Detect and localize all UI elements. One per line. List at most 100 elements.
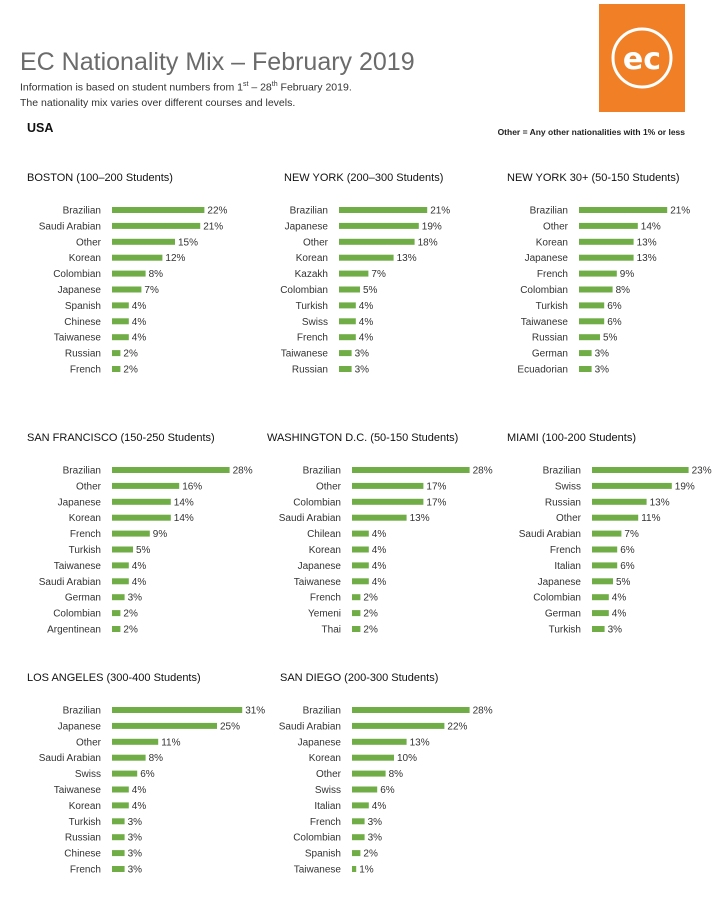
bar-french xyxy=(592,546,618,553)
chart-san-francisco: SAN FRANCISCO (150-250 Students) Brazili… xyxy=(20,432,253,637)
bar-other xyxy=(352,770,386,777)
bar-swiss xyxy=(592,482,672,489)
bar-taiwanese xyxy=(579,318,605,325)
value-label-russian: 2% xyxy=(123,349,138,360)
info-line-1: Information is based on student numbers … xyxy=(20,81,352,94)
category-label-korean: Korean xyxy=(536,237,568,248)
value-label-turkish: 3% xyxy=(128,817,143,828)
bar-taiwanese xyxy=(339,350,352,357)
category-label-french: French xyxy=(70,529,101,540)
value-label-other: 14% xyxy=(641,221,661,232)
bar-ecuadorian xyxy=(579,366,592,372)
bar-turkish xyxy=(112,546,133,553)
bar-chart-new-york-30: Brazilian 21% Other 14% Korean 13% Japanese 13%… xyxy=(517,206,690,376)
category-label-chinese: Chinese xyxy=(64,317,101,328)
bar-saudi-arabian xyxy=(352,514,407,521)
category-label-german: German xyxy=(65,593,101,604)
category-label-french: French xyxy=(310,817,341,828)
category-label-chinese: Chinese xyxy=(64,849,101,860)
category-label-colombian: Colombian xyxy=(533,593,581,604)
bar-brazilian xyxy=(579,207,668,213)
bar-italian xyxy=(592,562,618,569)
bar-brazilian xyxy=(339,207,428,213)
value-label-korean: 14% xyxy=(174,513,194,524)
value-label-turkish: 6% xyxy=(607,301,622,312)
chart-new-york-30: NEW YORK 30+ (50-150 Students) Brazilian… xyxy=(487,172,697,377)
value-label-russian: 3% xyxy=(128,833,143,844)
value-label-italian: 6% xyxy=(620,561,635,572)
bar-saudi-arabian xyxy=(112,578,129,585)
value-label-japanese: 4% xyxy=(372,561,387,572)
bar-brazilian xyxy=(592,467,689,473)
value-label-japanese: 5% xyxy=(616,577,631,588)
bar-other xyxy=(112,738,159,745)
value-label-taiwanese: 4% xyxy=(132,785,147,796)
bar-colombian xyxy=(112,610,121,617)
bar-french xyxy=(579,270,617,277)
category-label-other: Other xyxy=(76,237,102,248)
category-label-brazilian: Brazilian xyxy=(303,466,341,477)
category-label-other: Other xyxy=(556,513,582,524)
bar-chart-miami: Brazilian 23% Swiss 19% Russian 13% Other 11% Sa… xyxy=(519,466,712,636)
category-label-spanish: Spanish xyxy=(65,301,101,312)
category-label-other: Other xyxy=(76,481,102,492)
category-label-korean: Korean xyxy=(69,513,101,524)
category-label-russian: Russian xyxy=(65,833,101,844)
category-label-french: French xyxy=(537,269,568,280)
value-label-brazilian: 31% xyxy=(245,706,265,717)
value-label-colombian: 3% xyxy=(368,833,383,844)
value-label-saudi-arabian: 13% xyxy=(410,513,430,524)
bar-japanese xyxy=(112,286,142,293)
value-label-turkish: 5% xyxy=(136,545,151,556)
category-label-korean: Korean xyxy=(309,545,341,556)
category-label-turkish: Turkish xyxy=(296,301,328,312)
category-label-saudi-arabian: Saudi Arabian xyxy=(39,577,101,588)
category-label-japanese: Japanese xyxy=(58,285,102,296)
value-label-russian: 3% xyxy=(355,365,370,376)
bar-colombian xyxy=(112,270,146,277)
category-label-argentinean: Argentinean xyxy=(47,625,101,636)
value-label-brazilian: 28% xyxy=(233,466,253,477)
bar-taiwanese xyxy=(112,562,129,569)
bar-taiwanese xyxy=(112,786,129,793)
bar-chinese xyxy=(112,850,125,857)
category-label-german: German xyxy=(532,349,568,360)
category-label-japanese: Japanese xyxy=(58,497,102,508)
value-label-korean: 13% xyxy=(637,237,657,248)
bar-other xyxy=(352,482,424,489)
bar-turkish xyxy=(339,302,356,309)
bar-other xyxy=(579,222,638,229)
bar-korean xyxy=(352,546,369,553)
value-label-japanese: 14% xyxy=(174,497,194,508)
bar-swiss xyxy=(112,770,138,777)
bar-german xyxy=(112,594,125,601)
value-label-colombian: 4% xyxy=(612,593,627,604)
value-label-brazilian: 22% xyxy=(207,206,227,217)
bar-korean xyxy=(112,254,163,261)
bar-french xyxy=(112,866,125,872)
bar-japanese xyxy=(579,254,634,261)
value-label-chinese: 4% xyxy=(132,317,147,328)
bar-swiss xyxy=(352,786,378,793)
category-label-saudi-arabian: Saudi Arabian xyxy=(279,513,341,524)
value-label-yemeni: 2% xyxy=(363,609,378,620)
bar-japanese xyxy=(352,562,369,569)
category-label-taiwanese: Taiwanese xyxy=(54,333,102,344)
value-label-french: 3% xyxy=(368,817,383,828)
bar-argentinean xyxy=(112,626,121,632)
category-label-taiwanese: Taiwanese xyxy=(294,865,342,876)
category-label-korean: Korean xyxy=(296,253,328,264)
value-label-taiwanese: 4% xyxy=(372,577,387,588)
category-label-french: French xyxy=(70,865,101,876)
logo-text: ec xyxy=(623,42,661,77)
value-label-japanese: 25% xyxy=(220,721,240,732)
category-label-turkish: Turkish xyxy=(549,625,581,636)
chart-new-york: NEW YORK (200–300 Students) Brazilian 21%… xyxy=(247,172,457,377)
bar-french xyxy=(112,366,121,372)
bar-russian xyxy=(112,350,121,357)
category-label-french: French xyxy=(70,365,101,376)
category-label-korean: Korean xyxy=(69,253,101,264)
bar-korean xyxy=(339,254,394,261)
value-label-brazilian: 21% xyxy=(430,206,450,217)
ec-logo: ec xyxy=(599,4,685,112)
